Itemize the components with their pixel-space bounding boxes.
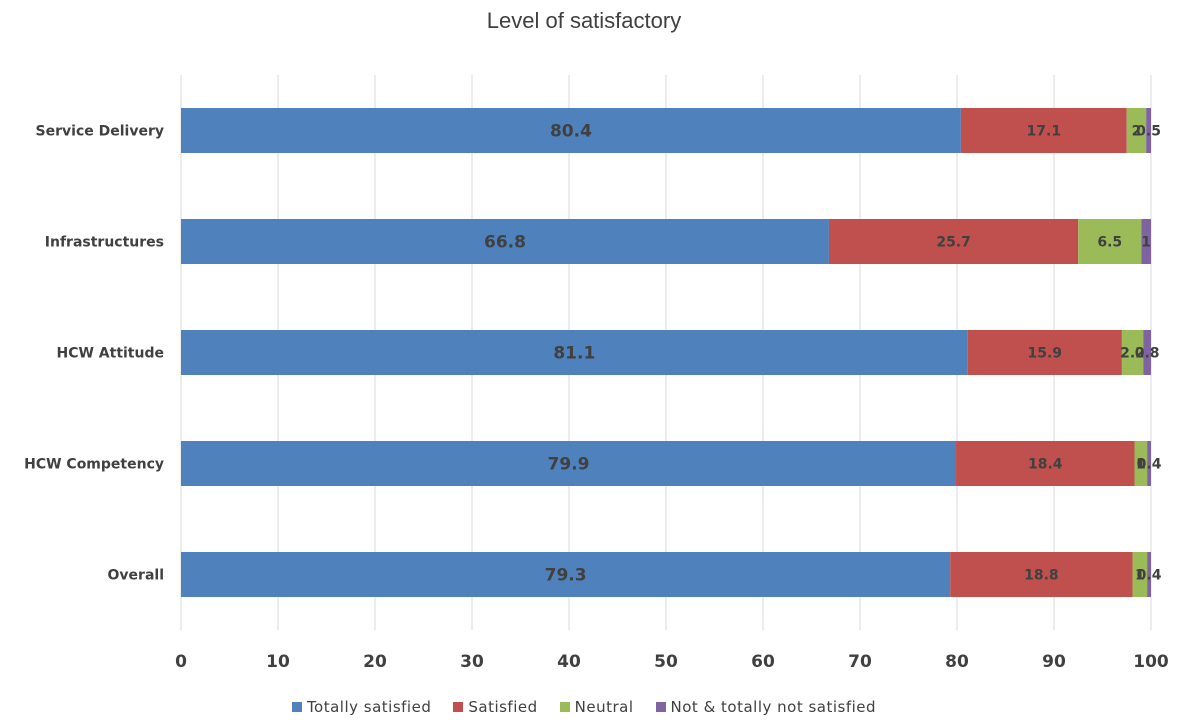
bar-satisfied [828, 219, 1079, 264]
bar-not-totally-not-satisfied [1143, 330, 1151, 375]
x-tick-label: 70 [848, 652, 872, 672]
bar-satisfied [960, 108, 1127, 153]
legend-label-totally-satisfied: Totally satisfied [306, 698, 432, 716]
bar-chart: 0 10 20 30 40 50 60 70 80 90 100 Service Delivery 80… [24, 75, 1169, 672]
data-label-not-totally-not-satisfied: 0.4 [1137, 457, 1162, 473]
bar-satisfied [956, 441, 1135, 486]
x-tick-label: 0 [175, 652, 187, 672]
data-label-satisfied: 25.7 [936, 235, 971, 251]
category-label: Infrastructures [45, 235, 164, 251]
data-label-not-totally-not-satisfied: 1 [1141, 235, 1151, 251]
data-label-satisfied: 15.9 [1028, 346, 1063, 362]
data-label-totally-satisfied: 80.4 [550, 122, 592, 142]
data-label-not-totally-not-satisfied: 0.8 [1135, 346, 1160, 362]
data-label-neutral: 6.5 [1097, 235, 1122, 251]
legend-item-satisfied: Satisfied [453, 698, 537, 716]
x-tick-label: 30 [460, 652, 484, 672]
legend-swatch-neutral [559, 702, 570, 712]
legend-swatch-satisfied [453, 702, 464, 712]
bar-neutral [1132, 552, 1148, 597]
data-label-totally-satisfied: 81.1 [553, 344, 595, 364]
x-tick-label: 10 [266, 652, 290, 672]
data-label-totally-satisfied: 66.8 [484, 233, 526, 253]
data-label-satisfied: 18.8 [1024, 568, 1059, 584]
legend-swatch-totally-satisfied [291, 702, 302, 712]
x-tick-label: 40 [557, 652, 581, 672]
category-label: Overall [108, 568, 164, 584]
data-label-totally-satisfied: 79.3 [545, 566, 587, 586]
data-label-neutral: 2.2 [1120, 346, 1145, 362]
legend-label-neutral: Neutral [574, 698, 634, 716]
bar-not-totally-not-satisfied [1141, 219, 1151, 264]
category-label: HCW Attitude [56, 346, 164, 362]
x-tick-label: 60 [751, 652, 775, 672]
data-label-neutral: 2 [1132, 124, 1142, 140]
data-label-neutral: 1 [1135, 568, 1145, 584]
category-label: HCW Competency [24, 457, 164, 473]
legend-item-neutral: Neutral [559, 698, 634, 716]
legend-label-satisfied: Satisfied [468, 698, 538, 716]
bar-totally-satisfied [181, 219, 829, 264]
category-label: Service Delivery [36, 124, 164, 140]
bar-totally-satisfied [181, 441, 957, 486]
bar-not-totally-not-satisfied [1146, 108, 1151, 153]
data-label-not-totally-not-satisfied: 0.4 [1137, 568, 1162, 584]
x-tick-label: 80 [945, 652, 969, 672]
bar-neutral [1078, 219, 1142, 264]
bar-satisfied [950, 552, 1133, 597]
data-label-not-totally-not-satisfied: 0.5 [1136, 124, 1161, 140]
bar-satisfied [967, 330, 1122, 375]
chart-title: Level of satisfactory [486, 8, 682, 33]
bar-not-totally-not-satisfied [1147, 552, 1151, 597]
bar-neutral [1126, 108, 1147, 153]
legend-item-not-satisfied: Not & totally not satisfied [655, 698, 877, 716]
bar-neutral [1121, 330, 1144, 375]
x-tick-label: 20 [363, 652, 387, 672]
bar-totally-satisfied [181, 330, 968, 375]
data-label-satisfied: 18.4 [1028, 457, 1063, 473]
bar-totally-satisfied [181, 108, 961, 153]
legend: Totally satisfied Satisfied Neutral Not … [0, 698, 1168, 716]
bar-neutral [1134, 441, 1148, 486]
legend-item-totally-satisfied: Totally satisfied [291, 698, 432, 716]
bar-not-totally-not-satisfied [1147, 441, 1151, 486]
x-tick-label: 90 [1042, 652, 1066, 672]
bar-totally-satisfied [181, 552, 951, 597]
legend-label-not-satisfied: Not & totally not satisfied [670, 698, 877, 716]
legend-swatch-not-satisfied [655, 702, 666, 712]
data-label-totally-satisfied: 79.9 [548, 455, 590, 475]
x-tick-label: 100 [1133, 652, 1169, 672]
data-label-neutral: 1 [1136, 457, 1146, 473]
data-label-satisfied: 17.1 [1027, 124, 1062, 140]
x-tick-label: 50 [654, 652, 678, 672]
